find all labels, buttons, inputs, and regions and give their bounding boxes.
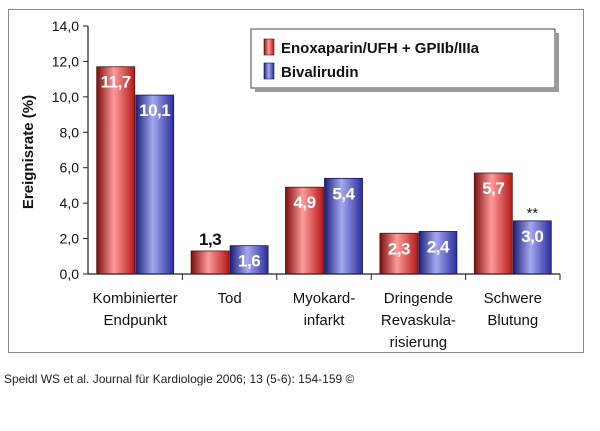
category-label: Revaskula- <box>381 312 456 329</box>
value-label-0-series-1: 10,1 <box>139 101 170 120</box>
bar-1-series-0 <box>190 250 230 275</box>
value-label-1-series-1: 1,6 <box>238 252 260 271</box>
y-axis-label: Ereignisrate (%) <box>20 95 37 209</box>
legend-box <box>250 28 556 89</box>
y-axis-ticks: 0,0 2,0 4,0 6,0 8,0 10,0 12,0 14,0 <box>52 18 88 282</box>
legend-box-shadow <box>555 33 559 92</box>
value-label-1-series-0: 1,3 <box>199 230 221 249</box>
legend-box-shadow <box>255 88 559 92</box>
value-label-4-series-1: 3,0 <box>521 227 543 246</box>
category-label: Kombinierter <box>93 290 178 307</box>
y-tick-label: 6,0 <box>60 160 80 176</box>
value-label-3-series-0: 2,3 <box>388 239 410 258</box>
category-label: Schwere <box>484 290 542 307</box>
legend-swatch-series-1 <box>263 62 275 80</box>
category-label: Myokard- <box>293 290 356 307</box>
legend-label-series-0: Enoxaparin/UFH + GPIIb/IIIa <box>281 40 480 57</box>
value-label-0-series-0: 11,7 <box>101 73 131 92</box>
category-label: Dringende <box>384 290 453 307</box>
category-label: Tod <box>218 290 242 307</box>
bar-3-series-0 <box>379 232 419 275</box>
value-label-2-series-1: 5,4 <box>332 184 355 203</box>
y-tick-label: 8,0 <box>60 124 80 140</box>
legend: Enoxaparin/UFH + GPIIb/IIIa Bivalirudin <box>250 28 559 92</box>
category-label: Endpunkt <box>104 312 168 329</box>
y-tick-label: 14,0 <box>52 18 79 34</box>
value-label-3-series-1: 2,4 <box>427 237 450 256</box>
bar-0-series-0 <box>96 66 136 275</box>
bar-2-series-0 <box>285 186 324 275</box>
y-tick-label: 2,0 <box>60 231 80 247</box>
category-label: risierung <box>390 334 448 351</box>
bar-3-series-1 <box>418 231 458 275</box>
legend-swatch-series-0 <box>263 38 275 56</box>
y-tick-label: 0,0 <box>60 266 80 282</box>
bars <box>96 66 552 275</box>
legend-label-series-1: Bivalirudin <box>281 64 359 81</box>
category-labels: Kombinierter Endpunkt Tod Myokard-infarkt Dr… <box>93 274 561 351</box>
annotations: ** <box>526 205 538 222</box>
category-label: Blutung <box>487 312 538 329</box>
bar-2-series-1 <box>324 177 363 275</box>
value-label-2-series-0: 4,9 <box>293 193 315 212</box>
citation: Speidl WS et al. Journal für Kardiologie… <box>4 372 355 386</box>
bar-4-series-1 <box>512 220 552 275</box>
value-label-4-series-0: 5,7 <box>482 179 504 198</box>
value-labels: 11,7 10,1 1,3 1,6 4,9 5,4 2,3 2,4 5,7 3,0 <box>101 73 544 271</box>
bar-0-series-1 <box>135 94 175 275</box>
category-label: infarkt <box>304 312 346 329</box>
y-tick-label: 4,0 <box>60 195 80 211</box>
y-tick-label: 12,0 <box>52 53 79 69</box>
y-tick-label: 10,0 <box>52 89 79 105</box>
bar-4-series-0 <box>473 172 513 275</box>
significance-annotation: ** <box>526 205 538 222</box>
